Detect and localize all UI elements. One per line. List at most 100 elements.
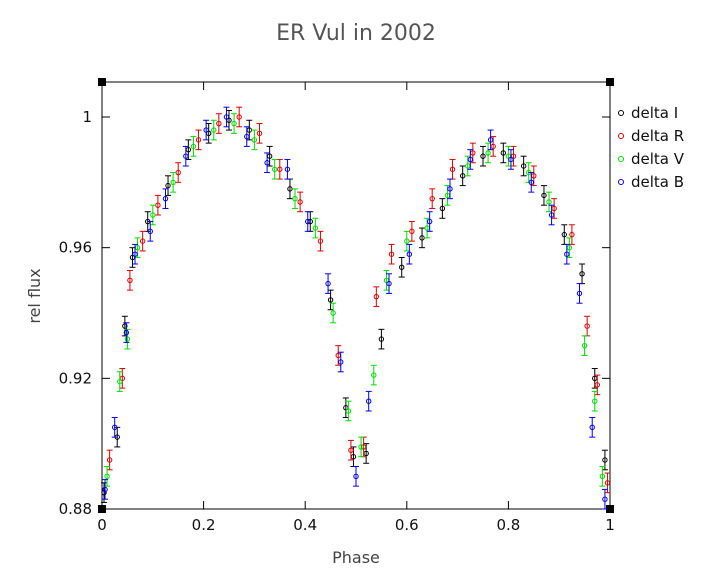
data-point xyxy=(366,398,372,404)
data-point xyxy=(487,137,494,143)
plot-frame xyxy=(101,81,611,510)
series-delta-i xyxy=(101,109,608,503)
data-point xyxy=(244,133,250,140)
data-point xyxy=(500,150,507,156)
data-point xyxy=(602,457,608,463)
data-point xyxy=(330,310,336,316)
data-point xyxy=(139,238,146,244)
data-point xyxy=(386,280,392,287)
data-point xyxy=(216,120,222,127)
data-point xyxy=(292,195,298,202)
data-point xyxy=(449,166,456,172)
data-point xyxy=(371,372,377,378)
data-point xyxy=(272,166,278,172)
data-point xyxy=(211,127,217,133)
data-point xyxy=(480,153,486,159)
data-point xyxy=(223,114,230,120)
data-point xyxy=(348,447,354,453)
legend-label: delta I xyxy=(631,104,678,122)
data-point xyxy=(106,457,113,463)
legend-marker xyxy=(618,156,624,162)
series-delta-r xyxy=(106,106,611,494)
data-point xyxy=(203,127,209,133)
x-axis-label: Phase xyxy=(332,548,380,567)
data-point xyxy=(599,473,606,480)
data-point xyxy=(264,160,270,166)
x-tick-label: 1 xyxy=(605,516,615,534)
y-tick-label: 1 xyxy=(82,108,92,126)
data-point xyxy=(485,150,491,156)
data-point xyxy=(127,277,133,284)
data-point xyxy=(602,496,608,502)
legend-label: delta V xyxy=(631,150,685,168)
data-point xyxy=(122,323,128,329)
data-point xyxy=(101,489,107,496)
x-axis-ticks: 0 0.2 0.4 0.6 0.8 1 xyxy=(97,82,615,534)
data-point xyxy=(305,218,311,225)
x-tick-label: 0 xyxy=(97,516,107,534)
y-tick-label: 0.96 xyxy=(59,239,92,257)
x-tick-label: 0.4 xyxy=(293,516,317,534)
data-point xyxy=(581,342,588,349)
data-point xyxy=(123,329,130,336)
data-point xyxy=(579,271,585,277)
x-tick-label: 0.6 xyxy=(395,516,419,534)
legend-marker xyxy=(618,179,624,185)
legend-label: delta B xyxy=(631,173,684,191)
data-point xyxy=(589,424,595,431)
series-delta-v xyxy=(104,113,606,487)
y-axis-label: rel flux xyxy=(25,268,44,323)
data-point xyxy=(388,251,395,257)
data-point xyxy=(297,199,303,205)
data-point xyxy=(594,382,600,388)
data-point xyxy=(251,137,258,143)
data-point xyxy=(325,280,331,287)
data-point xyxy=(404,238,410,244)
data-point xyxy=(102,486,108,493)
data-point xyxy=(312,225,319,231)
data-point xyxy=(112,424,118,431)
data-point xyxy=(564,251,570,257)
data-point xyxy=(604,480,611,486)
data-point xyxy=(345,408,352,414)
data-point xyxy=(406,251,413,257)
data-point xyxy=(508,156,514,163)
data-point xyxy=(528,179,534,186)
data-point xyxy=(541,192,547,199)
data-point xyxy=(439,205,446,212)
data-point xyxy=(236,114,242,120)
data-point xyxy=(190,143,197,150)
y-axis-ticks: 0.88 0.92 0.96 1 xyxy=(59,108,610,518)
data-point xyxy=(117,378,123,385)
series-delta-b xyxy=(102,106,608,510)
data-point xyxy=(576,290,583,297)
data-point xyxy=(429,195,435,202)
data-point xyxy=(561,231,567,238)
data-point xyxy=(426,218,433,225)
data-point xyxy=(546,199,552,205)
data-point xyxy=(327,297,334,303)
data-point xyxy=(592,398,598,404)
data-point xyxy=(150,212,156,218)
data-point xyxy=(358,444,364,450)
data-point xyxy=(147,228,153,235)
data-point xyxy=(520,163,527,169)
data-point xyxy=(124,336,131,342)
data-point xyxy=(447,186,453,192)
data-point xyxy=(378,336,385,342)
data-point xyxy=(277,166,283,172)
data-point xyxy=(569,231,575,238)
data-point xyxy=(317,238,324,244)
data-point xyxy=(548,212,555,218)
data-point xyxy=(284,166,291,172)
x-tick-label: 0.2 xyxy=(192,516,216,534)
chart-title: ER Vul in 2002 xyxy=(276,21,436,46)
data-point xyxy=(353,473,359,480)
legend-marker xyxy=(618,133,624,139)
legend: delta I delta R delta V delta B xyxy=(618,104,685,191)
y-tick-label: 0.88 xyxy=(59,500,92,518)
x-tick-label: 0.8 xyxy=(496,516,520,534)
data-series-layer xyxy=(101,106,611,510)
data-point xyxy=(104,473,110,480)
data-point xyxy=(195,137,202,143)
